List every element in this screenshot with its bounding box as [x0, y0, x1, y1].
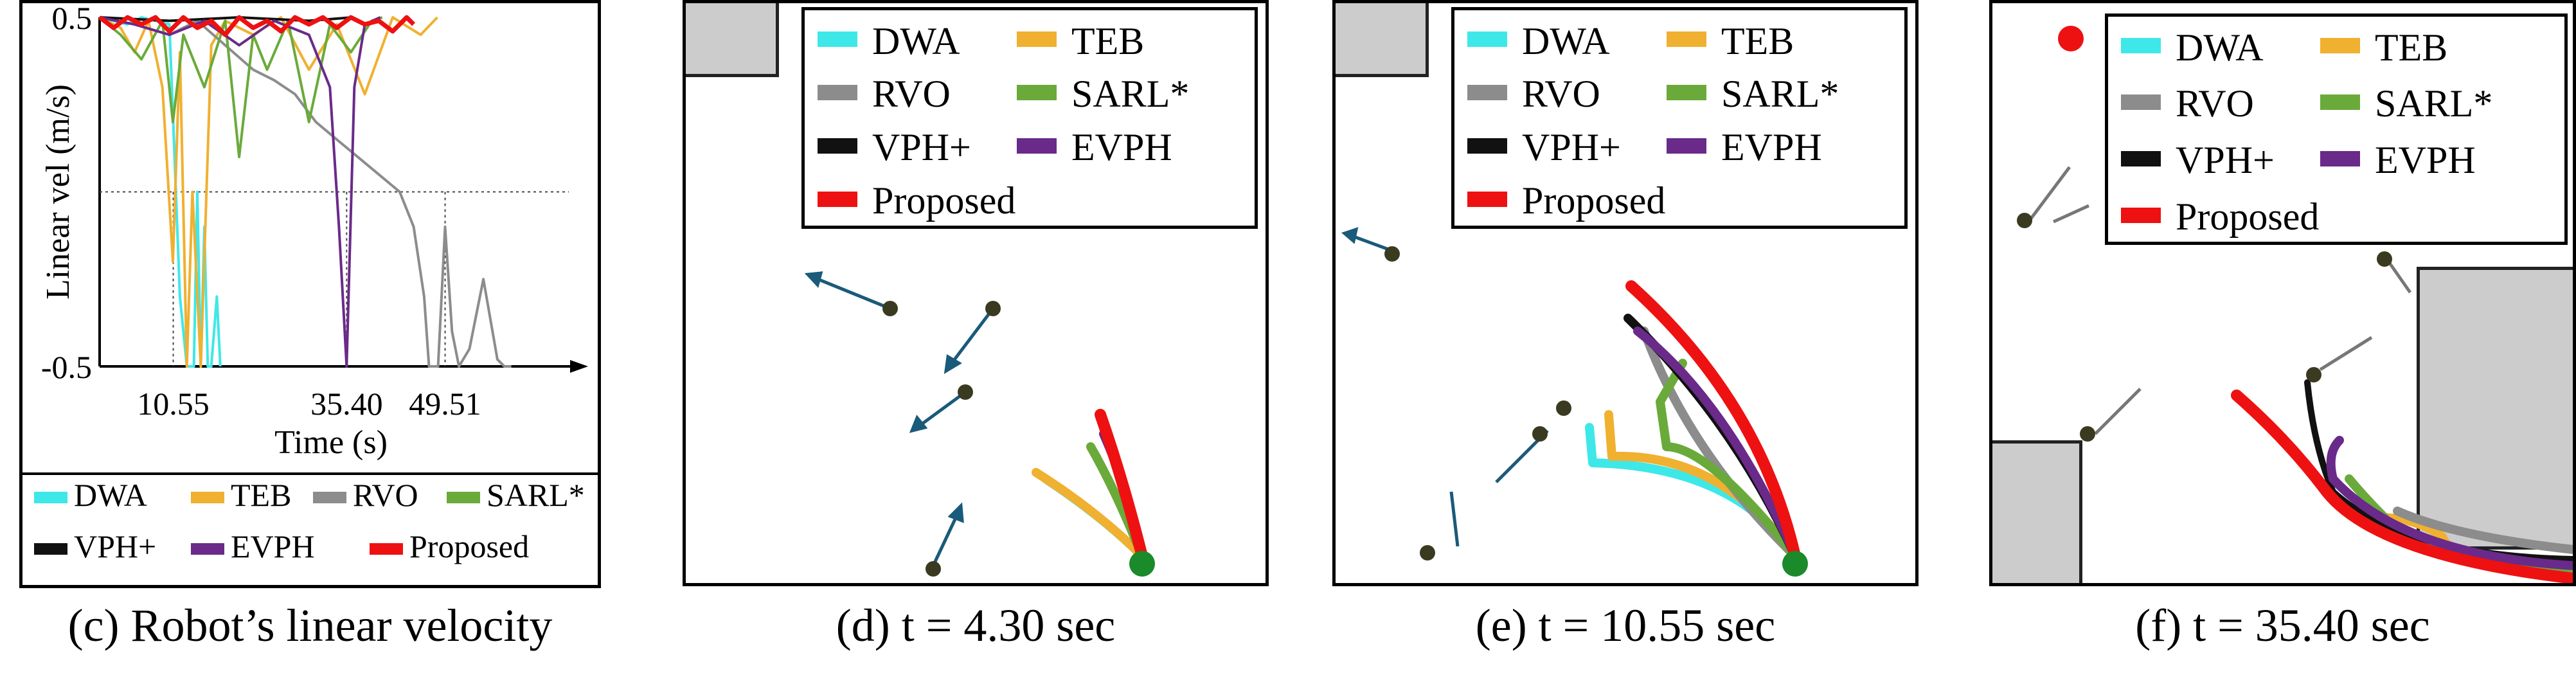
y-axis-label: Linear vel (m/s): [40, 84, 76, 300]
scene-e-trajectories: [1341, 227, 1808, 577]
traj-Proposed: [2231, 390, 2573, 583]
obstacle: [1992, 440, 2082, 583]
scene-d-trajectories: [804, 271, 1155, 577]
legend-label: EVPH: [231, 528, 315, 564]
scene-panel-d: DWA TEB RVO SARL* VPH+ EVPH Proposed: [683, 0, 1269, 586]
legend-f: DWA TEB RVO SARL* VPH+ EVPH Proposed: [2105, 13, 2568, 245]
pedestrian: [882, 301, 898, 316]
legend-label: TEB: [231, 477, 291, 513]
pedestrian: [1532, 426, 1548, 442]
pedestrian: [926, 561, 941, 577]
pedestrian: [1556, 400, 1571, 416]
x-axis-arrow: [570, 360, 588, 373]
obstacle: [686, 3, 779, 77]
y-tick-label: -0.5: [41, 349, 92, 385]
legend-label: RVO: [353, 477, 418, 513]
scene-panel-f: DWA TEB RVO SARL* VPH+ EVPH Proposed: [1989, 0, 2576, 586]
traj-EVPH: [1633, 327, 1800, 561]
y-tick-label: 0.5: [52, 3, 93, 36]
series-line-teb: [99, 16, 438, 368]
legend-swatch: [34, 543, 67, 555]
series-line-evph: [99, 16, 381, 368]
traj-TEB: [1032, 468, 1147, 561]
legend-label: VPH+: [74, 528, 156, 564]
legend-swatch: [313, 492, 346, 503]
legend-d: DWA TEB RVO SARL* VPH+ EVPH Proposed: [801, 7, 1258, 229]
pedestrian: [985, 301, 1001, 316]
x-tick-label: 49.51: [409, 386, 481, 422]
traj-EVPH: [2326, 436, 2573, 570]
legend-swatch: [447, 492, 480, 503]
pedestrian: [2080, 426, 2095, 442]
legend-swatch: [191, 543, 224, 555]
series-line-proposed: [98, 15, 416, 37]
pedestrian: [2377, 251, 2392, 267]
legend-swatch: [191, 492, 224, 503]
goal-marker: [2058, 26, 2084, 51]
velocity-chart-panel: 0.5 -0.5 10.55 35.40 49.51 Time (s) Linear vel…: [19, 0, 601, 588]
traj-SARL: [1656, 359, 1800, 561]
caption-f: (f) t = 35.40 sec: [2135, 600, 2430, 651]
legend-e: DWA TEB RVO SARL* VPH+ EVPH Proposed: [1451, 7, 1908, 229]
pedestrian: [1420, 545, 1435, 561]
pedestrian: [1384, 246, 1400, 262]
legend-label: SARL*: [487, 477, 585, 513]
pedestrian: [2017, 213, 2032, 228]
caption-d: (d) t = 4.30 sec: [836, 600, 1116, 651]
start-marker: [1782, 551, 1808, 577]
traj-RVO: [2393, 507, 2573, 554]
start-marker: [1129, 551, 1155, 577]
pedestrian: [2306, 367, 2321, 382]
legend-swatch: [370, 543, 403, 555]
obstacle: [1336, 3, 1429, 77]
obstacle: [2417, 267, 2573, 550]
legend-label: Proposed: [409, 528, 529, 564]
x-axis-label: Time (s): [274, 424, 388, 461]
caption-e: (e) t = 10.55 sec: [1475, 600, 1776, 651]
pedestrian: [958, 384, 973, 400]
velocity-chart: 0.5 -0.5 10.55 35.40 49.51 Time (s) Linear vel…: [22, 3, 598, 564]
series-line-rvo: [99, 16, 512, 368]
traj-Proposed: [1625, 280, 1801, 562]
x-tick-label: 35.40: [310, 386, 383, 422]
scene-panel-e: DWA TEB RVO SARL* VPH+ EVPH Proposed: [1332, 0, 1919, 586]
x-tick-label: 10.55: [137, 386, 210, 422]
legend-swatch: [34, 492, 67, 503]
traj-Proposed: [1095, 409, 1148, 562]
caption-c: (c) Robot’s linear velocity: [67, 600, 553, 651]
legend-label: DWA: [74, 477, 147, 513]
scene-f-trajectories: [2017, 26, 2573, 583]
series-line-sarl: [98, 16, 383, 159]
